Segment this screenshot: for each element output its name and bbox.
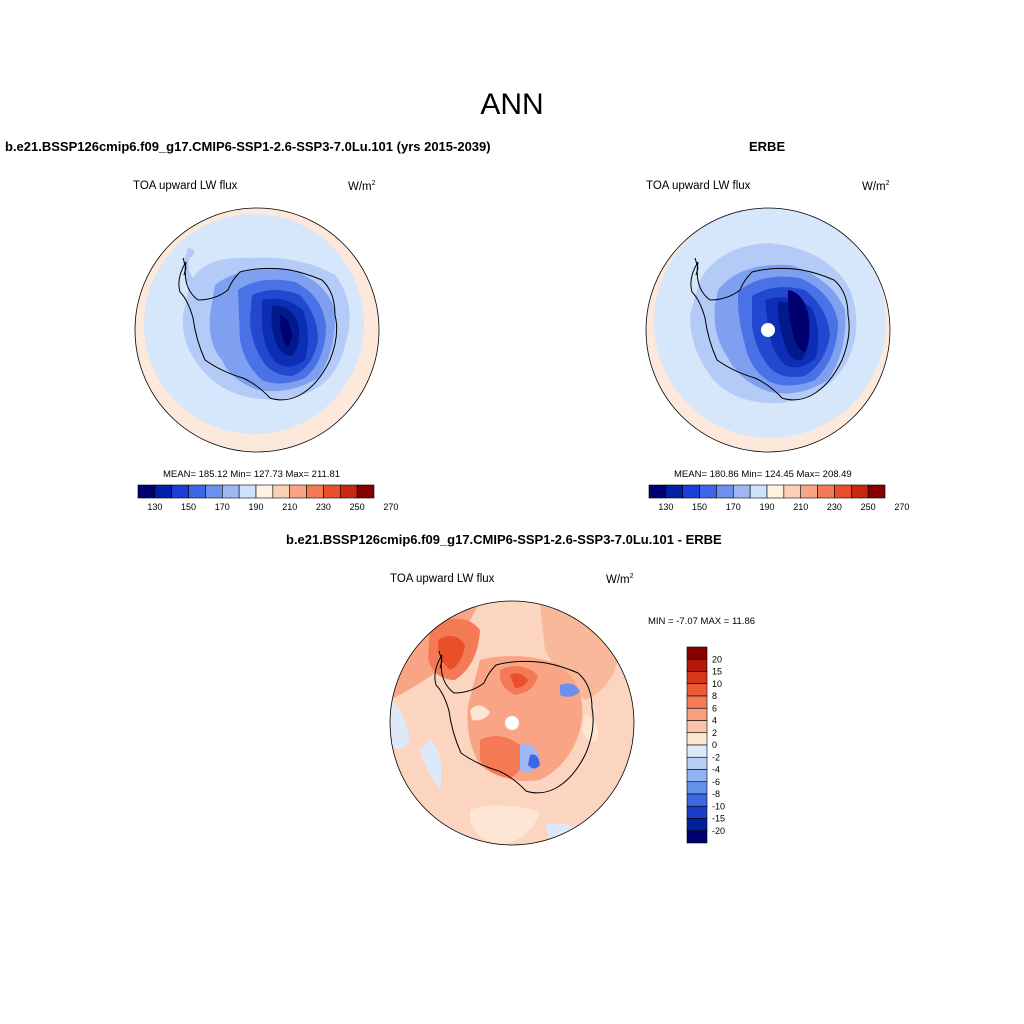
antarctica-coastline: [178, 261, 338, 401]
colorbar-swatch: [154, 484, 173, 499]
colorbar-swatch: [867, 484, 886, 499]
colorbar-swatch: [665, 484, 684, 499]
colorbar-tick-label: -4: [712, 765, 720, 775]
colorbar-swatch: [699, 484, 717, 499]
colorbar-tick-label: 170: [215, 502, 230, 512]
colorbar-swatch: [686, 683, 708, 697]
colorbar-tick-label: 230: [827, 502, 842, 512]
colorbar-erbe: 130 150 170 190 210 230 250 270: [648, 484, 909, 512]
colorbar-swatch: [686, 732, 708, 746]
colorbar-swatch: [766, 484, 785, 499]
colorbar-swatch: [306, 484, 324, 499]
colorbar-swatch: [686, 646, 708, 660]
colorbar-tick-label: 8: [712, 691, 717, 701]
panel-title-model: b.e21.BSSP126cmip6.f09_g17.CMIP6-SSP1-2.…: [5, 139, 491, 154]
variable-label: TOA upward LW flux: [646, 180, 751, 192]
colorbar-tick-label: 190: [248, 502, 263, 512]
colorbar-tick-label: 150: [181, 502, 196, 512]
colorbar-model: 130 150 170 190 210 230 250 270: [137, 484, 398, 512]
colorbar-swatch: [339, 484, 358, 499]
colorbar-swatch: [686, 756, 708, 770]
colorbar-swatch: [834, 484, 852, 499]
colorbar-tick-label: 210: [793, 502, 808, 512]
colorbar-swatch: [356, 484, 375, 499]
colorbar-swatch: [682, 484, 700, 499]
stats-label: MEAN= 180.86 Min= 124.45 Max= 208.49: [674, 469, 852, 480]
colorbar-swatch: [783, 484, 802, 499]
colorbar-swatch: [686, 720, 708, 734]
colorbar-tick-label: 190: [759, 502, 774, 512]
map-erbe: [646, 208, 890, 452]
colorbar-tick-label: 4: [712, 716, 717, 726]
panel-title-obs: ERBE: [749, 139, 786, 154]
colorbar-swatch: [171, 484, 189, 499]
colorbar-swatch: [686, 805, 708, 819]
colorbar-swatch: [850, 484, 869, 499]
colorbar-tick-label: 0: [712, 740, 717, 750]
variable-label: TOA upward LW flux: [133, 180, 238, 192]
pole-hole: [761, 323, 775, 337]
colorbar-swatch: [817, 484, 835, 499]
colorbar-swatch: [648, 484, 667, 499]
colorbar-swatch: [188, 484, 206, 499]
colorbar-swatch: [686, 769, 708, 783]
colorbar-swatch: [686, 793, 708, 807]
colorbar-swatch: [205, 484, 223, 499]
colorbar-tick-label: -15: [712, 814, 725, 824]
colorbar-swatch: [686, 695, 708, 709]
colorbar-swatch: [686, 744, 708, 758]
colorbar-tick-label: 2: [712, 728, 717, 738]
colorbar-tick-label: 6: [712, 703, 717, 713]
colorbar-swatch: [255, 484, 274, 499]
colorbar-tick-label: -6: [712, 777, 720, 787]
colorbar-swatch: [686, 658, 708, 672]
units-label: W/m2: [606, 573, 634, 586]
colorbar-swatch: [716, 484, 734, 499]
colorbar-tick-label: 270: [383, 502, 398, 512]
colorbar-swatch: [686, 707, 708, 721]
units-label: W/m2: [348, 180, 376, 193]
colorbar-tick-label: -10: [712, 801, 725, 811]
colorbar-tick-label: 250: [350, 502, 365, 512]
units-label: W/m2: [862, 180, 890, 193]
colorbar-swatch: [323, 484, 341, 499]
colorbar-swatch: [749, 484, 768, 499]
colorbar-swatch: [686, 830, 708, 844]
colorbar-tick-label: 210: [282, 502, 297, 512]
page-title: ANN: [480, 88, 544, 121]
colorbar-swatch: [686, 671, 708, 685]
colorbar-swatch: [732, 484, 751, 499]
colorbar-swatch: [289, 484, 307, 499]
stats-label: MIN = -7.07 MAX = 11.86: [648, 616, 756, 627]
colorbar-swatch: [800, 484, 818, 499]
panel-title-diff: b.e21.BSSP126cmip6.f09_g17.CMIP6-SSP1-2.…: [286, 532, 722, 547]
colorbar-swatch: [272, 484, 291, 499]
colorbar-swatch: [686, 818, 708, 832]
colorbar-tick-label: 230: [316, 502, 331, 512]
colorbar-swatch: [686, 781, 708, 795]
colorbar-tick-label: 170: [726, 502, 741, 512]
colorbar-tick-label: 130: [147, 502, 162, 512]
colorbar-tick-label: -8: [712, 789, 720, 799]
colorbar-tick-label: 150: [692, 502, 707, 512]
colorbar-tick-label: 270: [894, 502, 909, 512]
colorbar-swatch: [137, 484, 156, 499]
stats-label: MEAN= 185.12 Min= 127.73 Max= 211.81: [163, 469, 341, 480]
map-model: [135, 208, 379, 452]
variable-label: TOA upward LW flux: [390, 573, 495, 585]
colorbar-tick-label: 10: [712, 679, 722, 689]
colorbar-tick-label: -20: [712, 826, 725, 836]
colorbar-tick-label: -2: [712, 752, 720, 762]
colorbar-tick-label: 130: [658, 502, 673, 512]
colorbar-tick-label: 250: [861, 502, 876, 512]
colorbar-tick-label: 20: [712, 654, 722, 664]
colorbar-tick-label: 15: [712, 667, 722, 677]
colorbar-swatch: [238, 484, 257, 499]
colorbar-swatch: [221, 484, 240, 499]
